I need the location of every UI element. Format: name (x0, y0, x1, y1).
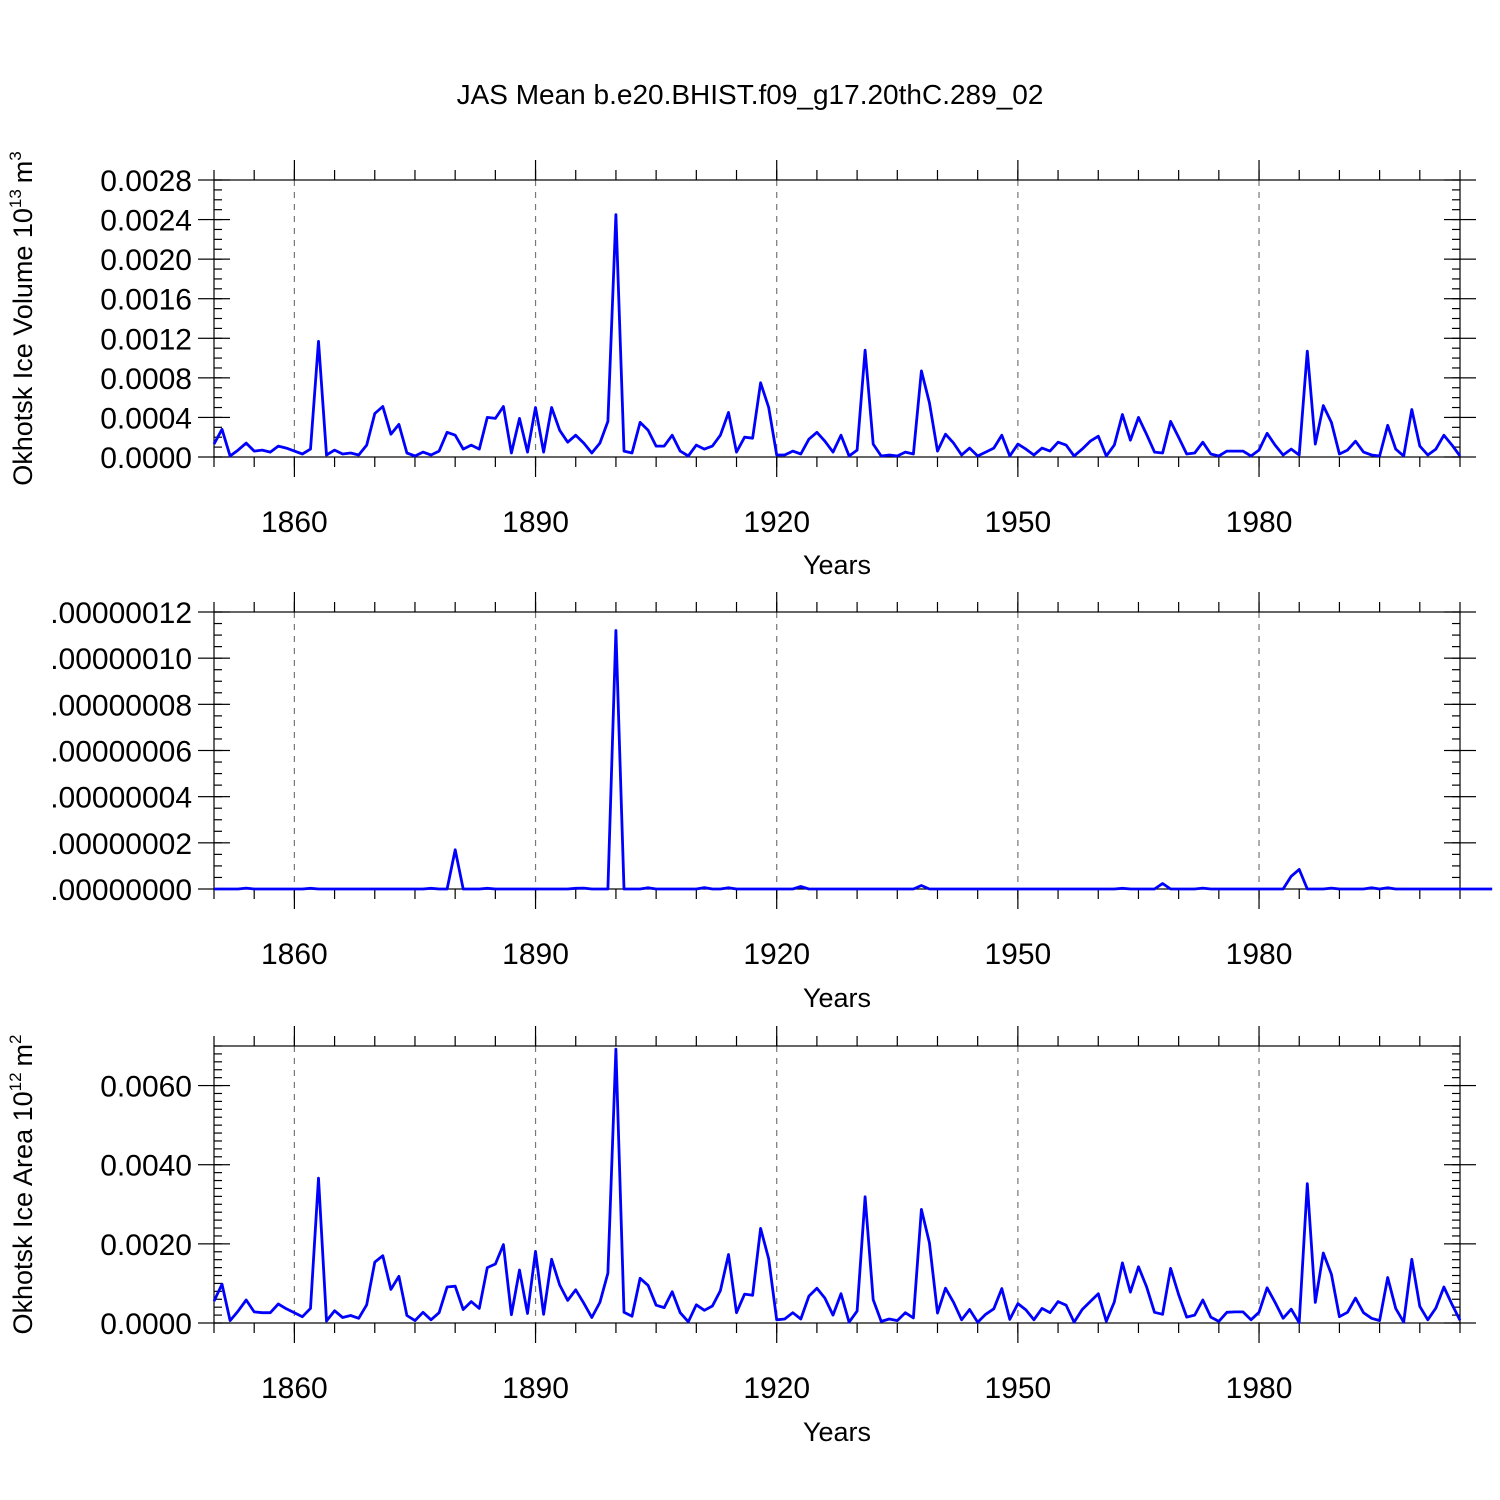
y-tick-label: 0.0004 (100, 402, 192, 435)
x-tick-label: 1920 (743, 938, 810, 971)
chart-title: JAS Mean b.e20.BHIST.f09_g17.20thC.289_0… (457, 79, 1044, 110)
y-tick-label: 0.0000 (100, 442, 192, 475)
plot-frame (213, 179, 1461, 458)
y-tick-label: .00000010 (50, 643, 192, 676)
y-axis-label-exponent: 12 (6, 1072, 25, 1091)
x-axis-label: Years (803, 1417, 871, 1447)
panel-ice-volume: 1860 1890 1920 1950 1980 0.0000 0.0004 0.0008 0.… (6, 151, 1476, 580)
x-tick-label: 1980 (1226, 506, 1293, 539)
y-axis-label-exponent: 13 (6, 189, 25, 208)
x-tick-label: 1950 (984, 506, 1051, 539)
y-tick-label: 0.0040 (100, 1150, 192, 1183)
y-axis-label: Okhotsk Ice Area 1012 m2 (6, 1034, 38, 1334)
y-axis-label-unit-exponent: 3 (6, 151, 25, 160)
data-series-line (212, 1047, 1462, 1324)
y-tick-label: 0.0000 (100, 1308, 192, 1341)
y-tick-label: .00000006 (50, 736, 192, 769)
y-tick-label: .00000008 (50, 689, 192, 722)
y-tick-label: .00000002 (50, 828, 192, 861)
panel-middle: 1860 1890 1920 1950 1980 .00000000 .00000002 .0… (50, 592, 1493, 1013)
x-tick-label: 1920 (743, 506, 810, 539)
y-tick-label: .00000012 (50, 597, 192, 630)
y-tick-label: 0.0060 (100, 1071, 192, 1104)
panel-ice-area: 1860 1890 1920 1950 1980 0.0000 0.0020 0.0040 0.… (6, 1026, 1476, 1447)
x-tick-label: 1950 (984, 938, 1051, 971)
x-tick-label: 1860 (261, 938, 328, 971)
y-axis-label: Okhotsk Ice Volume 1013 m3 (6, 151, 38, 486)
y-tick-label: 0.0008 (100, 363, 192, 396)
y-axis-label-unit: m (8, 161, 38, 184)
x-tick-label: 1950 (984, 1372, 1051, 1405)
y-tick-label: 0.0024 (100, 205, 192, 238)
y-tick-label: .00000004 (50, 782, 192, 815)
plot-frame (213, 611, 1461, 890)
x-tick-label: 1890 (502, 1372, 569, 1405)
plot-frame (213, 1045, 1461, 1324)
y-axis-label-unit-exponent: 2 (6, 1034, 25, 1043)
y-tick-label: 0.0016 (100, 284, 192, 317)
x-tick-label: 1890 (502, 506, 569, 539)
y-tick-label: 0.0012 (100, 323, 192, 356)
data-series-line (212, 213, 1462, 458)
x-tick-label: 1980 (1226, 938, 1293, 971)
y-tick-label: 0.0028 (100, 165, 192, 198)
y-axis-label-text: Okhotsk Ice Area 10 (8, 1091, 38, 1334)
y-axis-label-text: Okhotsk Ice Volume 10 (8, 208, 38, 486)
y-tick-label: 0.0020 (100, 244, 192, 277)
x-tick-label: 1980 (1226, 1372, 1293, 1405)
y-axis-label-unit: m (8, 1044, 38, 1067)
x-tick-label: 1860 (261, 1372, 328, 1405)
x-tick-label: 1920 (743, 1372, 810, 1405)
x-axis-label: Years (803, 983, 871, 1013)
y-tick-label: .00000000 (50, 874, 192, 907)
data-series-line (214, 629, 1493, 891)
x-axis-label: Years (803, 550, 871, 580)
x-tick-label: 1860 (261, 506, 328, 539)
y-tick-label: 0.0020 (100, 1229, 192, 1262)
x-tick-label: 1890 (502, 938, 569, 971)
